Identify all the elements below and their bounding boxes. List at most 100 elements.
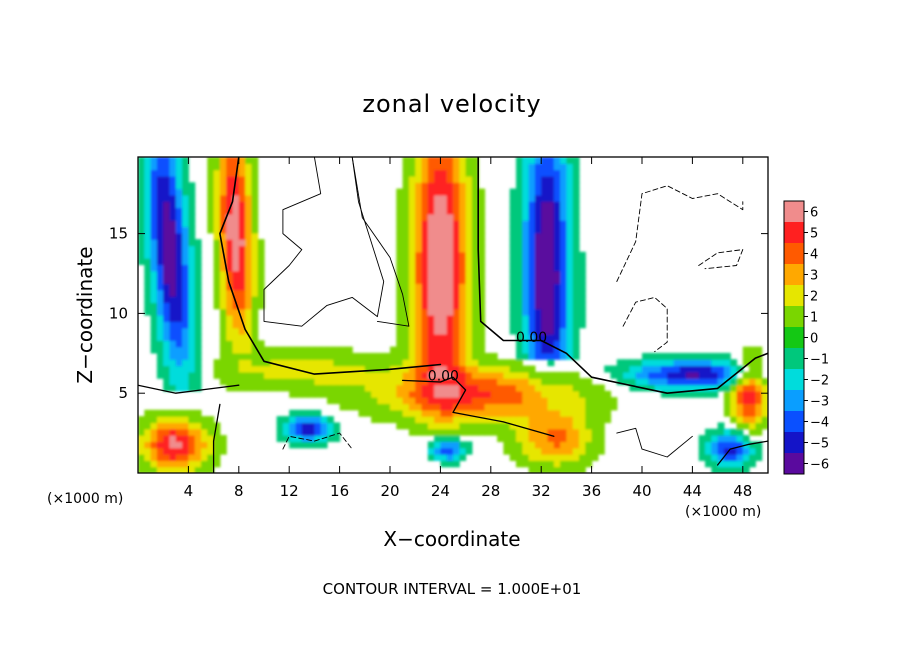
field-cell [182,232,189,240]
field-cell [238,308,246,316]
field-cell [156,441,164,449]
field-cell [528,239,536,247]
field-cell [446,333,454,341]
field-cell [194,346,202,354]
field-cell [156,207,164,215]
field-cell [717,371,725,379]
field-cell [692,371,700,379]
field-cell [402,409,410,417]
field-cell [182,302,189,310]
field-cell [579,397,586,405]
field-cell [245,352,252,360]
field-cell [245,239,252,247]
field-cell [188,213,196,221]
field-cell [194,441,202,449]
field-cell [459,258,467,266]
field-cell [585,435,593,442]
field-cell [560,460,567,468]
field-cell [446,270,454,278]
colorbar-swatch [784,327,804,349]
field-cell [579,321,586,329]
field-cell [245,169,252,177]
field-cell [579,283,586,291]
field-cell [528,220,536,228]
field-cell [226,365,234,373]
field-cell [547,175,555,183]
field-cell [182,289,189,297]
field-cell [188,201,196,209]
field-cell [232,264,240,272]
field-cell [163,441,171,449]
field-cell [188,232,196,240]
field-cell [465,251,473,259]
field-cell [144,182,152,190]
field-cell [251,352,259,360]
field-cell [245,371,252,379]
field-cell [188,422,196,430]
field-cell [257,365,265,373]
field-cell [579,289,586,297]
field-cell [459,346,467,354]
field-cell [516,302,523,310]
field-cell [257,296,265,303]
field-cell [717,441,725,449]
field-cell [591,397,599,405]
field-cell [282,384,290,392]
field-cell [182,422,189,430]
field-cell [453,302,460,310]
field-cell [182,213,189,221]
field-cell [320,390,328,398]
field-cell [453,333,460,341]
field-cell [478,308,486,316]
field-cell [175,365,183,373]
field-cell [219,346,227,354]
field-cell [402,188,410,196]
field-cell [446,441,454,449]
field-cell [150,226,158,234]
field-cell [579,378,586,386]
field-cell [459,359,467,367]
field-cell [408,371,416,379]
field-cell [471,220,479,228]
field-cell [434,207,441,215]
field-cell [528,194,536,202]
field-cell [553,264,561,272]
field-cell [333,390,341,398]
field-cell [560,397,567,405]
field-cell [232,182,240,190]
field-cell [219,213,227,221]
field-cell [465,175,473,183]
field-cell [219,194,227,202]
field-cell [490,403,498,411]
contour-line-negative [622,296,668,353]
field-cell [175,447,183,455]
field-cell [150,466,158,473]
field-cell [421,359,429,367]
field-cell [749,390,756,398]
field-cell [421,283,429,291]
field-cell [339,390,347,398]
field-cell [541,447,549,455]
field-cell [201,422,208,430]
field-cell [723,435,731,442]
field-cell [396,296,404,303]
field-cell [421,352,429,360]
field-cell [219,226,227,234]
field-cell [453,264,460,272]
field-cell [358,365,366,373]
field-cell [478,422,486,430]
field-cell [163,163,171,171]
field-cell [453,378,460,386]
field-cell [459,157,467,164]
field-cell [541,371,549,379]
field-cell [427,258,435,266]
field-cell [402,371,410,379]
field-cell [471,289,479,297]
field-cell [270,365,278,373]
field-cell [163,416,171,424]
field-cell [541,289,549,297]
field-cell [150,441,158,449]
field-cell [333,365,341,373]
field-cell [138,220,145,228]
field-cell [553,466,561,473]
